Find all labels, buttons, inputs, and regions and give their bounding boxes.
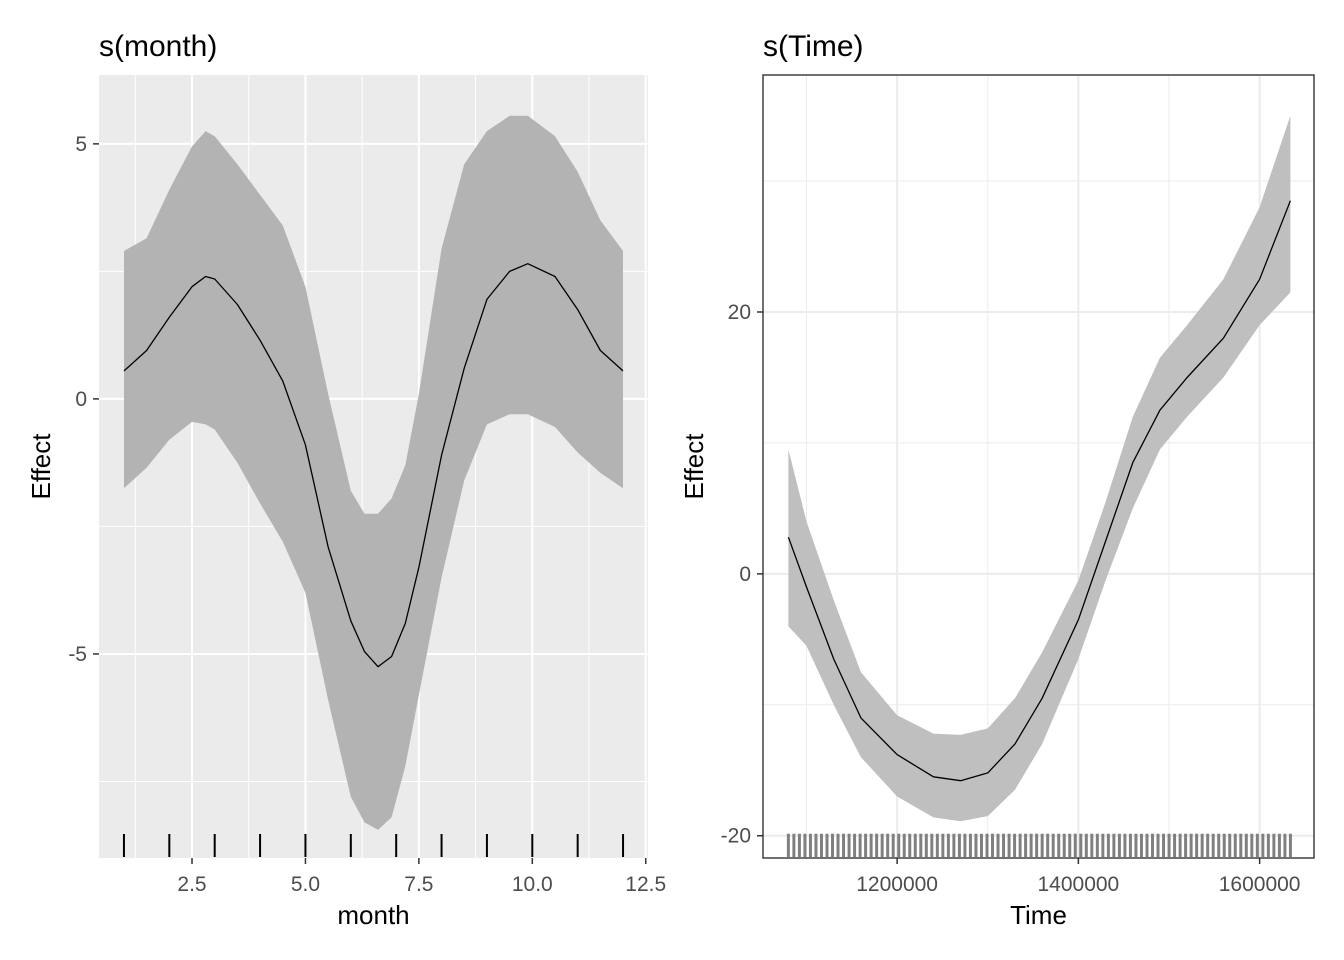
y-tick-label: 20 (728, 301, 751, 324)
x-tick-label: 1200000 (856, 873, 938, 896)
time-panel-border (762, 74, 1315, 859)
x-tick-label: 10.0 (512, 873, 553, 896)
x-tick-label: 1600000 (1219, 873, 1301, 896)
time-chart-title: s(Time) (763, 30, 864, 63)
time-confidence-band (788, 115, 1291, 822)
y-tick-label: 0 (75, 388, 87, 411)
time-axis-ticks: 1200000 1400000 1600000 -20 0 20 (721, 301, 1301, 896)
x-tick-label: 7.5 (404, 873, 433, 896)
time-x-axis-title: Time (1010, 900, 1067, 930)
x-tick-label: 5.0 (291, 873, 320, 896)
x-tick-label: 1400000 (1037, 873, 1119, 896)
y-tick-label: 0 (739, 563, 751, 586)
month-x-axis-title: month (337, 900, 409, 930)
month-chart-title: s(month) (99, 30, 217, 63)
month-rug (122, 834, 625, 857)
time-rug (786, 833, 1292, 857)
y-tick-label: -5 (68, 643, 87, 666)
month-confidence-band (124, 115, 623, 830)
y-tick-label: 5 (75, 133, 87, 156)
x-tick-label: 2.5 (177, 873, 206, 896)
time-smooth-panel: 1200000 1400000 1600000 -20 0 20 s(Time) Time… (679, 30, 1315, 930)
time-smooth-line (787, 200, 1292, 782)
month-y-axis-title: Effect (26, 433, 56, 500)
y-tick-label: -20 (721, 825, 751, 848)
time-y-axis-title: Effect (679, 433, 709, 500)
month-smooth-panel: 2.5 5.0 7.5 10.0 12.5 -5 0 5 s(month) month Eff… (26, 30, 666, 930)
x-tick-label: 12.5 (625, 873, 666, 896)
month-smooth-line (123, 263, 624, 668)
month-axis-ticks: 2.5 5.0 7.5 10.0 12.5 -5 0 5 (68, 133, 666, 896)
